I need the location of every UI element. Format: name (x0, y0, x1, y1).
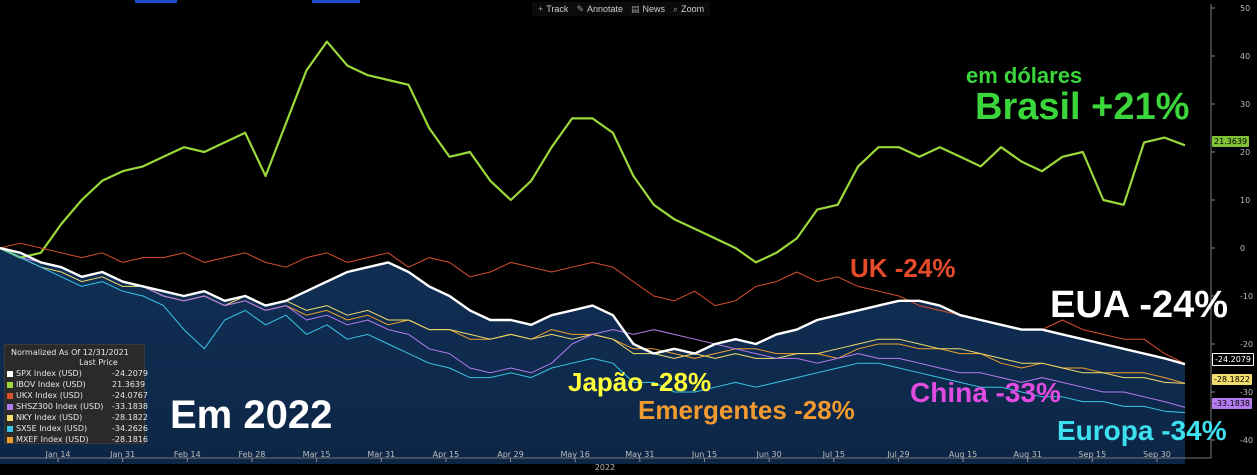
shsz-last-price-tag: -33.1838 (1212, 398, 1252, 409)
legend-row-ibov[interactable]: IBOV Index (USD) 21.3639 (5, 379, 146, 390)
legend-name: MXEF Index (USD) (16, 435, 89, 444)
x-tick-label: Mar 15 (303, 450, 331, 459)
zoom-label: Zoom (681, 4, 705, 14)
x-tick-label: Jul 29 (886, 450, 909, 459)
annotate-button[interactable]: ✎ Annotate (576, 2, 623, 16)
legend-row-sx5e[interactable]: SX5E Index (USD) -34.2626 (5, 423, 148, 434)
legend-value: -33.1838 (112, 402, 148, 411)
track-label: Track (546, 4, 569, 14)
y-tick-label: 40 (1240, 52, 1250, 61)
legend-header: Normalized As Of 12/31/2021 (11, 348, 129, 357)
legend-name: IBOV Index (USD) (16, 380, 86, 389)
y-tick-label: 0 (1240, 244, 1245, 253)
series-line-sx5e (0, 247, 1186, 414)
legend-value: -24.0767 (112, 391, 148, 400)
series-line-spx (0, 246, 1186, 366)
legend-swatch-mxef (7, 436, 13, 443)
legend-value: -34.2626 (112, 424, 148, 433)
x-tick-label: Feb 28 (238, 450, 265, 459)
legend-row-mxef[interactable]: MXEF Index (USD) -28.1816 (5, 434, 148, 445)
legend-swatch-shsz300 (7, 403, 13, 410)
spx-last-price-tag: -24.2079 (1212, 353, 1254, 366)
legend-row-nky[interactable]: NKY Index (USD) -28.1822 (5, 412, 148, 423)
legend-value: 21.3639 (112, 380, 146, 389)
y-tick-label: 20 (1240, 148, 1250, 157)
x-tick-label: Mar 31 (367, 450, 395, 459)
legend-name: UKX Index (USD) (16, 391, 84, 400)
legend-swatch-sx5e (7, 425, 13, 432)
annotation-brasil: Brasil +21% (975, 86, 1190, 128)
x-tick-label: Aug 15 (949, 450, 977, 459)
x-tick-label: Jul 15 (822, 450, 845, 459)
series-line-shsz300 (0, 247, 1186, 408)
series-layer (0, 40, 1186, 414)
annotation-europa: Europa -34% (1057, 415, 1227, 446)
x-tick-label: Feb 14 (174, 450, 201, 459)
annotation-japao: Japão -28% (568, 367, 712, 397)
y-tick-label: 10 (1240, 196, 1250, 205)
legend-row-spx[interactable]: SPX Index (USD) -24.2079 (5, 368, 148, 379)
ibov-last-price-tag: 21.3639 (1212, 136, 1250, 147)
annotation-china: China -33% (910, 377, 1061, 408)
y-tick-label: -10 (1240, 292, 1253, 301)
x-tick-label: Apr 15 (433, 450, 460, 459)
zoom-button[interactable]: ⌕ Zoom (673, 2, 704, 16)
nky-last-price-tag: -28.1822 (1212, 374, 1252, 385)
legend-swatch-ukx (7, 392, 13, 399)
x-tick-label: Jan 31 (109, 450, 135, 459)
x-tick-label: Aug 31 (1014, 450, 1042, 459)
news-icon: ▤ (631, 3, 640, 14)
legend-name: SPX Index (USD) (16, 369, 82, 378)
legend-row-shsz300[interactable]: SHSZ300 Index (USD) -33.1838 (5, 401, 148, 412)
news-label: News (642, 4, 666, 14)
chart-legend: Normalized As Of 12/31/2021 Last Price S… (4, 344, 148, 445)
y-tick-label: -40 (1240, 436, 1253, 445)
x-tick-label: May 31 (625, 450, 654, 459)
legend-value: -28.1816 (112, 435, 148, 444)
legend-name: SX5E Index (USD) (16, 424, 88, 433)
x-tick-layer: Jan 14 Jan 31 Feb 14 Feb 28 Mar 15 Mar 31 Apr … (44, 450, 1171, 462)
news-button[interactable]: ▤ News (631, 2, 665, 16)
annotation-emergentes: Emergentes -28% (638, 395, 855, 425)
x-tick-label: Sep 15 (1078, 450, 1106, 459)
y-tick-label: -20 (1240, 340, 1253, 349)
annotation-em-dolares: em dólares (966, 63, 1083, 88)
annotate-label: Annotate (586, 4, 624, 14)
legend-swatch-ibov (7, 381, 13, 388)
y-tick-label: 30 (1240, 100, 1250, 109)
x-tick-label: Jun 15 (691, 450, 717, 459)
x-tick-label: May 16 (561, 450, 590, 459)
y-tick-label: 50 (1240, 4, 1250, 13)
top-accent-bar-right (312, 0, 360, 3)
legend-swatch-nky (7, 414, 13, 421)
series-line-ibov (0, 40, 1186, 264)
crosshair-icon: + (538, 4, 544, 14)
x-tick-label: Jun 30 (756, 450, 782, 459)
x-tick-label: Apr 29 (497, 450, 524, 459)
annotation-uk: UK -24% (850, 253, 956, 283)
legend-name: SHSZ300 Index (USD) (16, 402, 104, 411)
legend-value: -28.1822 (112, 413, 148, 422)
y-tick-layer: 50 40 30 20 10 0 -10 -20 -30 -40 (1211, 4, 1253, 445)
legend-row-ukx[interactable]: UKX Index (USD) -24.0767 (5, 390, 148, 401)
spx-area-fill (0, 248, 1185, 464)
top-accent-bar-left (135, 0, 177, 3)
chart-toolbar: + Track ✎ Annotate ▤ News ⌕ Zoom (532, 2, 711, 16)
x-tick-label: Jan 14 (44, 450, 70, 459)
magnifier-icon: ⌕ (673, 3, 679, 14)
legend-swatch-spx (7, 370, 13, 377)
x-year-label: 2022 (595, 463, 615, 472)
track-button[interactable]: + Track (538, 2, 568, 16)
x-tick-label: Sep 30 (1143, 450, 1171, 459)
legend-subheader: Last Price (79, 358, 118, 367)
legend-value: -24.2079 (112, 369, 148, 378)
y-tick-label: -30 (1240, 388, 1253, 397)
annotation-eua: EUA -24% (1050, 284, 1229, 326)
pencil-icon: ✎ (576, 3, 584, 14)
annotation-em-2022: Em 2022 (170, 393, 333, 437)
legend-name: NKY Index (USD) (16, 413, 83, 422)
